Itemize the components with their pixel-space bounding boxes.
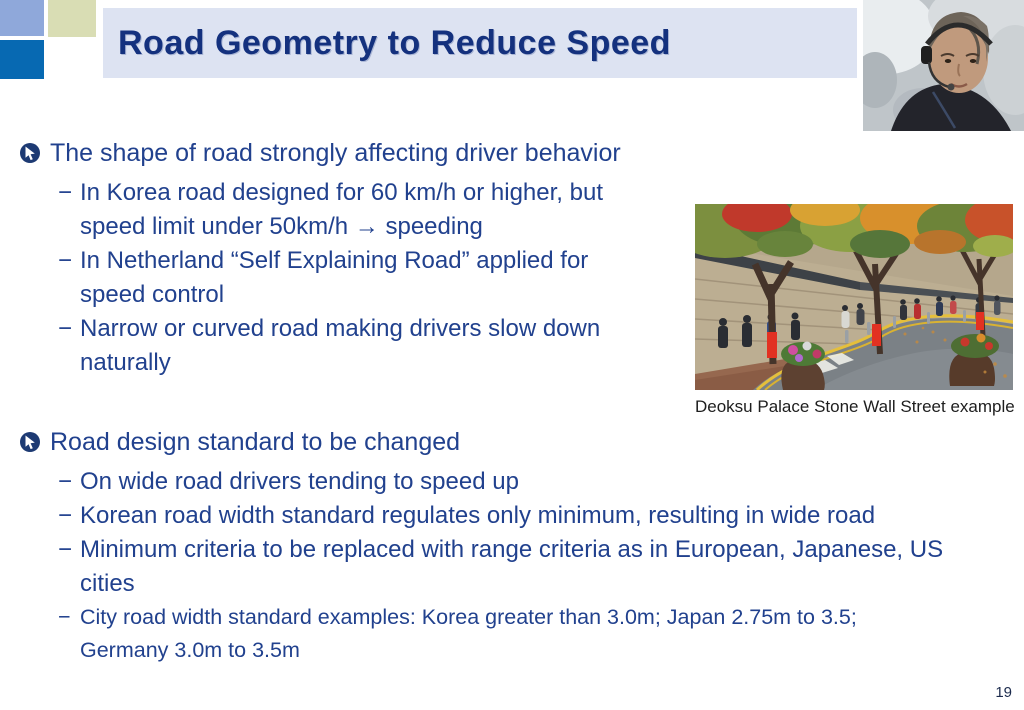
bullet-text: On wide road drivers tending to speed up	[80, 465, 519, 499]
title-bar: Road Geometry to Reduce Speed	[103, 8, 857, 78]
section-road-shape: The shape of road strongly affecting dri…	[20, 139, 700, 380]
dash-bullet: −	[58, 468, 73, 495]
bullet-line: cities	[80, 570, 135, 597]
list-item: − Narrow or curved road making drivers s…	[20, 312, 700, 380]
bullet-line: In Korea road designed for 60 km/h or hi…	[80, 179, 603, 206]
bullet-text: In Korea road designed for 60 km/h or hi…	[80, 176, 603, 244]
figure-street-example: Deoksu Palace Stone Wall Street example	[695, 204, 1015, 417]
dash-bullet: −	[58, 536, 73, 563]
section-heading-row: Road design standard to be changed	[20, 428, 1020, 457]
bullet-line: Germany 3.0m to 3.5m	[80, 638, 300, 662]
dash-bullet: −	[58, 179, 73, 206]
bullet-line: Narrow or curved road making drivers slo…	[80, 315, 601, 342]
list-item: − Minimum criteria to be replaced with r…	[20, 533, 1020, 601]
cursor-click-icon	[20, 143, 40, 163]
bullet-text: City road width standard examples: Korea…	[80, 601, 857, 667]
section-heading-row: The shape of road strongly affecting dri…	[20, 139, 700, 168]
bullet-text: Narrow or curved road making drivers slo…	[80, 312, 600, 380]
list-item: − City road width standard examples: Kor…	[20, 601, 1020, 667]
dash-bullet: −	[58, 502, 73, 529]
section-heading: The shape of road strongly affecting dri…	[50, 139, 621, 167]
section-design-standard: Road design standard to be changed − On …	[20, 428, 1020, 667]
deco-square-lightblue	[0, 0, 44, 36]
bullet-line: Minimum criteria to be replaced with ran…	[80, 536, 944, 563]
bullet-line: On wide road drivers tending to speed up	[80, 468, 519, 495]
list-item: − In Korea road designed for 60 km/h or …	[20, 176, 700, 244]
bullet-text: Korean road width standard regulates onl…	[80, 499, 875, 533]
bullet-line: In Netherland “Self Explaining Road” app…	[80, 247, 589, 274]
figure-caption: Deoksu Palace Stone Wall Street example	[695, 397, 1015, 416]
bullet-line: Korean road width standard regulates onl…	[80, 502, 876, 529]
list-item: − On wide road drivers tending to speed …	[20, 465, 1020, 499]
page-number: 19	[995, 684, 1012, 701]
bullet-line: speed limit under 50km/h → speeding	[80, 213, 483, 240]
dash-bullet: −	[58, 605, 71, 629]
section-heading: Road design standard to be changed	[50, 428, 461, 456]
list-item: − In Netherland “Self Explaining Road” a…	[20, 244, 700, 312]
bullet-text: In Netherland “Self Explaining Road” app…	[80, 244, 588, 312]
street-photo	[695, 204, 1013, 390]
slide-title: Road Geometry to Reduce Speed	[118, 23, 671, 62]
dash-bullet: −	[58, 247, 73, 274]
presenter-webcam-video[interactable]	[863, 0, 1024, 131]
deco-square-blue	[0, 40, 44, 79]
bullet-line: naturally	[80, 349, 171, 376]
deco-square-green	[48, 0, 96, 37]
list-item: − Korean road width standard regulates o…	[20, 499, 1020, 533]
cursor-click-icon	[20, 432, 40, 452]
bullet-line: City road width standard examples: Korea…	[80, 605, 857, 629]
dash-bullet: −	[58, 315, 73, 342]
presenter-portrait-icon	[863, 0, 1024, 131]
bullet-line: speed control	[80, 281, 225, 308]
bullet-text: Minimum criteria to be replaced with ran…	[80, 533, 943, 601]
